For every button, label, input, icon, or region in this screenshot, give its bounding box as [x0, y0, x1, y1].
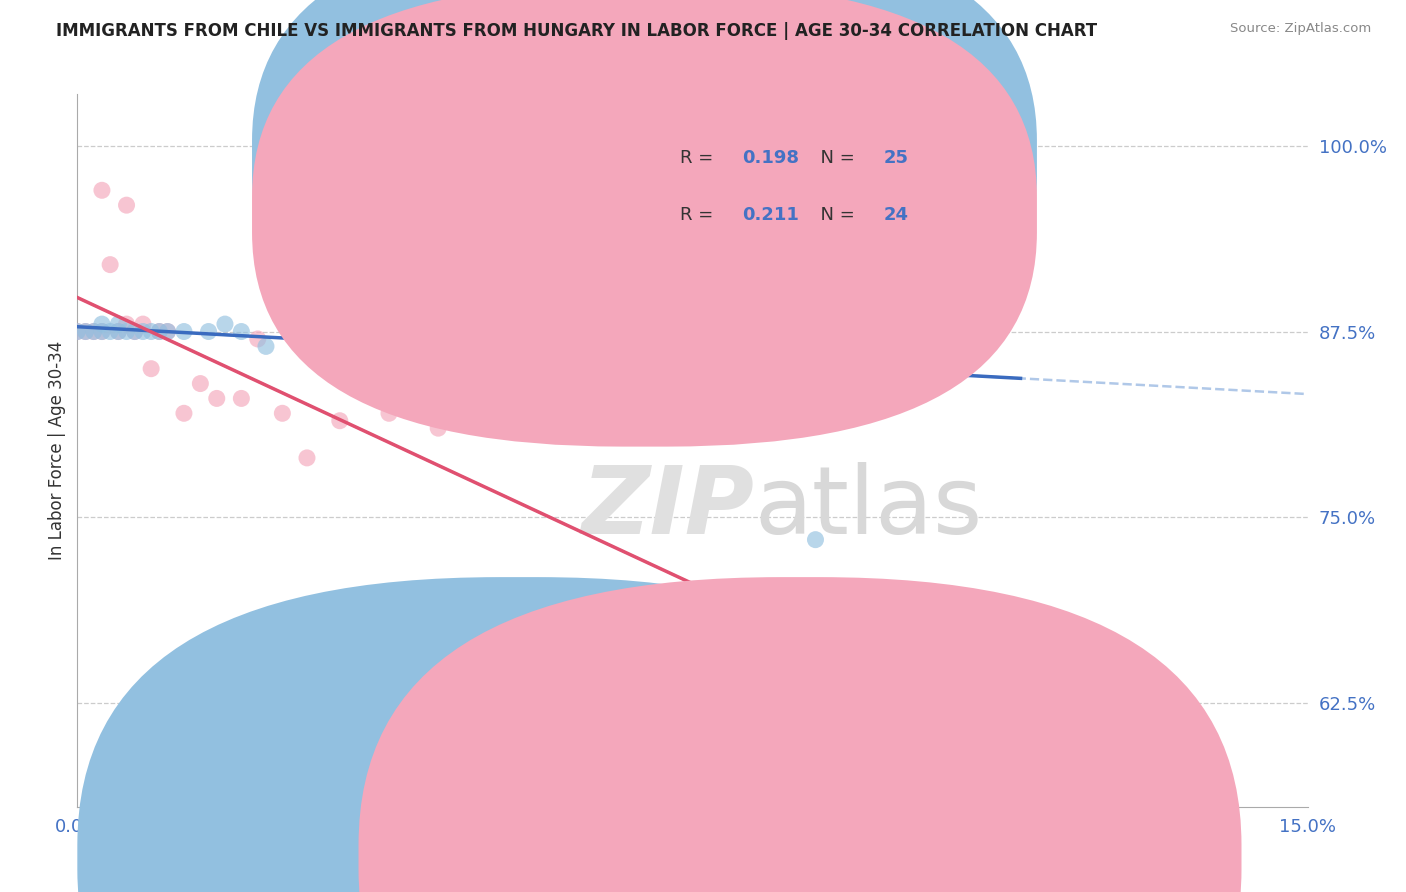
- Text: 24: 24: [883, 206, 908, 224]
- Text: N =: N =: [810, 149, 860, 167]
- Point: [214, 317, 236, 331]
- Text: N =: N =: [810, 206, 860, 224]
- Point: [107, 325, 129, 339]
- Point: [83, 325, 105, 339]
- Point: [90, 325, 114, 339]
- Point: [115, 325, 138, 339]
- Point: [83, 325, 105, 339]
- Text: atlas: atlas: [754, 461, 983, 554]
- Point: [141, 325, 163, 339]
- Text: 0.211: 0.211: [742, 206, 799, 224]
- Point: [90, 317, 114, 331]
- Point: [173, 406, 195, 420]
- Point: [132, 325, 155, 339]
- Point: [141, 361, 163, 376]
- Point: [517, 198, 540, 212]
- Point: [75, 325, 97, 339]
- Text: IMMIGRANTS FROM CHILE VS IMMIGRANTS FROM HUNGARY IN LABOR FORCE | AGE 30-34 CORR: IMMIGRANTS FROM CHILE VS IMMIGRANTS FROM…: [56, 22, 1097, 40]
- Text: Immigrants from Chile: Immigrants from Chile: [548, 848, 734, 866]
- Point: [295, 450, 318, 465]
- Point: [132, 317, 155, 331]
- Point: [329, 369, 352, 384]
- Point: [148, 325, 170, 339]
- Point: [804, 533, 827, 547]
- Text: Immigrants from Hungary: Immigrants from Hungary: [830, 848, 1045, 866]
- Point: [205, 392, 228, 406]
- Point: [197, 325, 219, 339]
- Point: [271, 406, 294, 420]
- FancyBboxPatch shape: [252, 0, 1038, 390]
- Text: ZIP: ZIP: [581, 461, 754, 554]
- Point: [640, 384, 662, 398]
- Text: Source: ZipAtlas.com: Source: ZipAtlas.com: [1230, 22, 1371, 36]
- FancyBboxPatch shape: [252, 0, 1038, 447]
- FancyBboxPatch shape: [595, 115, 963, 258]
- Point: [75, 325, 97, 339]
- Point: [98, 258, 121, 272]
- Point: [98, 325, 121, 339]
- Point: [90, 183, 114, 197]
- Point: [124, 325, 146, 339]
- Point: [90, 325, 114, 339]
- Point: [156, 325, 179, 339]
- Point: [231, 392, 253, 406]
- Point: [173, 325, 195, 339]
- Point: [231, 325, 253, 339]
- Point: [115, 198, 138, 212]
- Text: 25: 25: [883, 149, 908, 167]
- Point: [107, 325, 129, 339]
- Text: 0.198: 0.198: [742, 149, 799, 167]
- Text: R =: R =: [681, 149, 718, 167]
- Point: [295, 325, 318, 339]
- Point: [378, 406, 401, 420]
- Point: [329, 414, 352, 428]
- Y-axis label: In Labor Force | Age 30-34: In Labor Force | Age 30-34: [48, 341, 66, 560]
- Point: [66, 325, 89, 339]
- Point: [156, 325, 179, 339]
- Point: [148, 325, 170, 339]
- Point: [107, 317, 129, 331]
- Point: [188, 376, 212, 391]
- Point: [254, 339, 277, 353]
- Point: [969, 272, 991, 286]
- Point: [115, 317, 138, 331]
- Point: [246, 332, 269, 346]
- Point: [66, 325, 89, 339]
- Point: [427, 421, 450, 435]
- Text: R =: R =: [681, 206, 718, 224]
- Point: [124, 325, 146, 339]
